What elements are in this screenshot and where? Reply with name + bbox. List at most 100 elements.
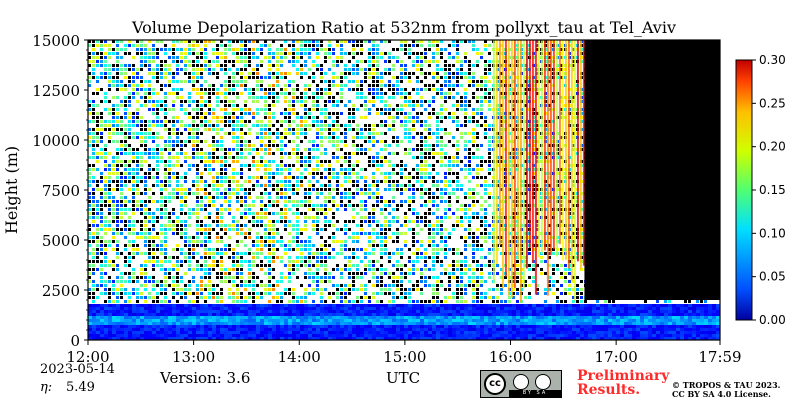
heatmap-cell bbox=[444, 268, 447, 271]
heatmap-cell bbox=[376, 276, 379, 279]
heatmap-cell bbox=[300, 256, 303, 259]
heatmap-cell bbox=[328, 196, 331, 199]
heatmap-cell bbox=[220, 128, 223, 131]
heatmap-cell bbox=[120, 272, 123, 275]
heatmap-cell bbox=[164, 100, 167, 103]
heatmap-cell bbox=[120, 72, 123, 75]
heatmap-cell bbox=[164, 72, 167, 75]
heatmap-cell bbox=[272, 84, 275, 87]
heatmap-cell bbox=[484, 176, 487, 179]
heatmap-cell bbox=[344, 284, 347, 287]
heatmap-cell bbox=[160, 104, 163, 107]
heatmap-cell bbox=[456, 128, 459, 131]
heatmap-cell bbox=[340, 200, 343, 203]
heatmap-cell bbox=[144, 104, 147, 107]
heatmap-cell bbox=[372, 204, 375, 207]
heatmap-cell bbox=[192, 76, 195, 79]
heatmap-cell bbox=[456, 160, 459, 163]
heatmap-cell bbox=[248, 268, 251, 271]
heatmap-cell bbox=[216, 196, 219, 199]
heatmap-cell bbox=[296, 48, 299, 51]
heatmap-cell bbox=[180, 200, 183, 203]
heatmap-cell bbox=[160, 60, 163, 63]
heatmap-cell bbox=[424, 204, 427, 207]
heatmap-cell bbox=[344, 192, 347, 195]
heatmap-cell bbox=[444, 188, 447, 191]
heatmap-cell bbox=[240, 204, 243, 207]
heatmap-cell bbox=[484, 88, 487, 91]
heatmap-cell bbox=[272, 268, 275, 271]
heatmap-cell bbox=[488, 276, 491, 279]
heatmap-cell bbox=[88, 108, 91, 111]
heatmap-cell bbox=[360, 284, 363, 287]
heatmap-cell bbox=[148, 220, 151, 223]
heatmap-cell bbox=[288, 208, 291, 211]
heatmap-cell bbox=[288, 152, 291, 155]
heatmap-cell bbox=[296, 180, 299, 183]
heatmap-cell bbox=[188, 60, 191, 63]
heatmap-cell bbox=[208, 232, 211, 235]
heatmap-cell bbox=[212, 88, 215, 91]
heatmap-cell bbox=[352, 216, 355, 219]
heatmap-cell bbox=[260, 296, 263, 299]
heatmap-cell bbox=[324, 200, 327, 203]
heatmap-cell bbox=[188, 268, 191, 271]
heatmap-cell bbox=[396, 84, 399, 87]
heatmap-cell bbox=[204, 52, 207, 55]
heatmap-cell bbox=[488, 264, 491, 267]
heatmap-cell bbox=[376, 220, 379, 223]
heatmap-cell bbox=[316, 284, 319, 287]
heatmap-cell bbox=[140, 252, 143, 255]
heatmap-cell bbox=[444, 208, 447, 211]
heatmap-cell bbox=[480, 100, 483, 103]
heatmap-cell bbox=[172, 144, 175, 147]
heatmap-cell bbox=[424, 48, 427, 51]
heatmap-cell bbox=[200, 160, 203, 163]
heatmap-cell bbox=[212, 152, 215, 155]
heatmap-cell bbox=[512, 100, 515, 103]
heatmap-cell bbox=[160, 156, 163, 159]
heatmap-cell bbox=[332, 84, 335, 87]
heatmap-cell bbox=[156, 56, 159, 59]
heatmap-cell bbox=[264, 232, 267, 235]
heatmap-cell bbox=[440, 144, 443, 147]
heatmap-cell bbox=[500, 132, 503, 135]
heatmap-cell bbox=[280, 220, 283, 223]
heatmap-cell bbox=[464, 40, 467, 43]
heatmap-cell bbox=[312, 252, 315, 255]
heatmap-cell bbox=[236, 188, 239, 191]
heatmap-cell bbox=[316, 272, 319, 275]
heatmap-cell bbox=[212, 136, 215, 139]
heatmap-cell bbox=[332, 112, 335, 115]
heatmap-cell bbox=[112, 48, 115, 51]
heatmap-cell bbox=[268, 184, 271, 187]
heatmap-cell bbox=[332, 104, 335, 107]
heatmap-cell bbox=[320, 208, 323, 211]
heatmap-cell bbox=[400, 108, 403, 111]
heatmap-cell bbox=[320, 264, 323, 267]
heatmap-cell bbox=[268, 264, 271, 267]
heatmap-cell bbox=[360, 300, 363, 303]
heatmap-cell bbox=[208, 156, 211, 159]
heatmap-cell bbox=[292, 268, 295, 271]
heatmap-cell bbox=[300, 264, 303, 267]
heatmap-cell bbox=[336, 84, 339, 87]
heatmap-cell bbox=[336, 288, 339, 291]
heatmap-cell bbox=[380, 172, 383, 175]
heatmap-cell bbox=[212, 200, 215, 203]
heatmap-cell bbox=[152, 200, 155, 203]
heatmap-cell bbox=[160, 64, 163, 67]
heatmap-cell bbox=[312, 96, 315, 99]
heatmap-cell bbox=[380, 232, 383, 235]
heatmap-cell bbox=[384, 176, 387, 179]
heatmap-cell bbox=[276, 248, 279, 251]
heatmap-cell bbox=[324, 120, 327, 123]
heatmap-cell bbox=[524, 52, 527, 55]
heatmap-cell bbox=[104, 120, 107, 123]
heatmap-cell bbox=[104, 144, 107, 147]
heatmap-cell bbox=[156, 280, 159, 283]
heatmap-cell bbox=[484, 68, 487, 71]
heatmap-cell bbox=[260, 216, 263, 219]
heatmap-cell bbox=[480, 76, 483, 79]
heatmap-cell bbox=[148, 168, 151, 171]
